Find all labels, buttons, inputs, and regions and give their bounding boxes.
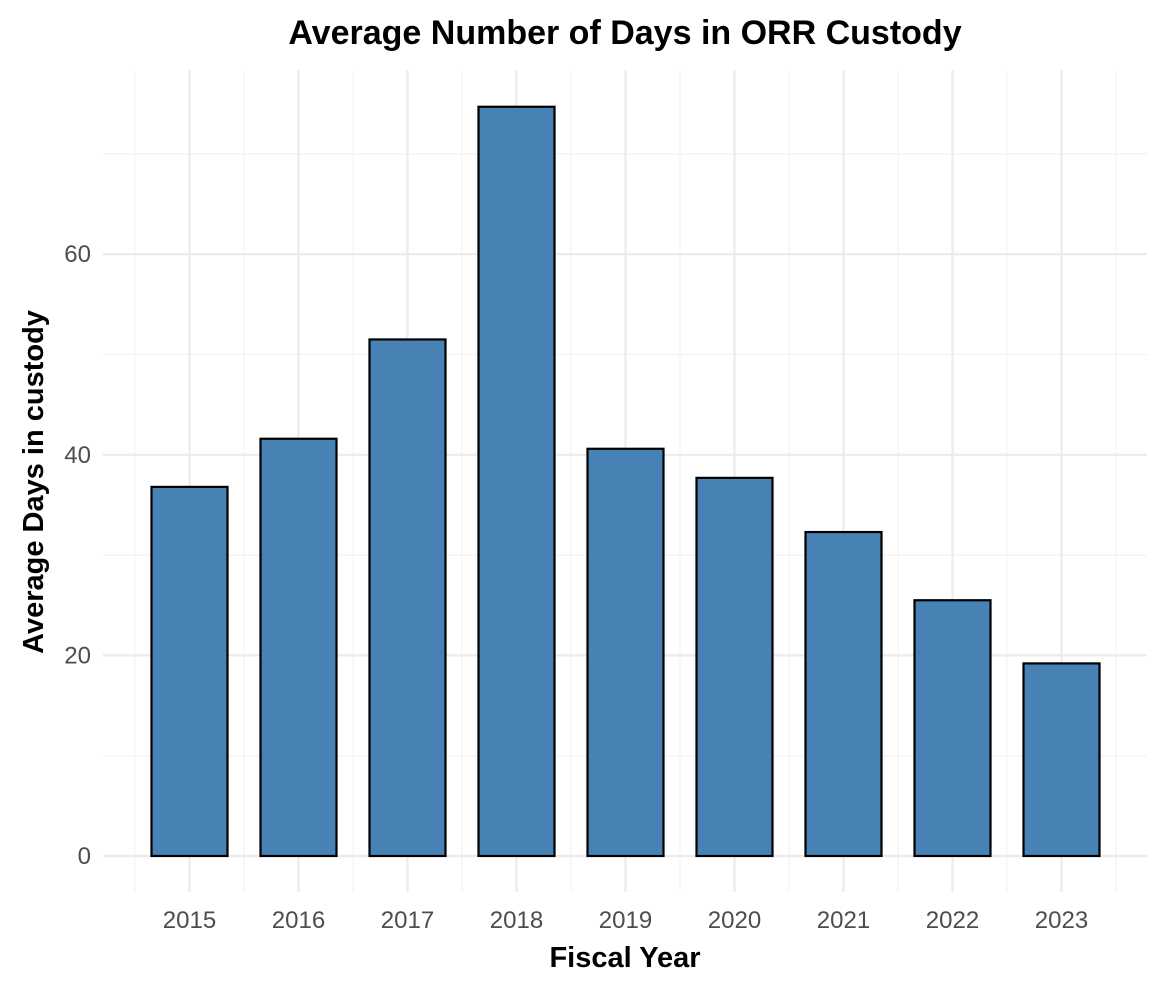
x-tick-label: 2016	[272, 907, 325, 934]
x-tick-label: 2018	[490, 907, 543, 934]
bar-2015	[150, 485, 229, 858]
chart-title: Average Number of Days in ORR Custody	[288, 14, 961, 52]
y-axis-title: Average Days in custody	[18, 310, 50, 654]
bar-2018	[477, 105, 556, 858]
x-axis-title: Fiscal Year	[549, 942, 700, 974]
bar-2017	[368, 338, 447, 858]
bar-2021	[804, 530, 883, 858]
x-tick-label: 2019	[599, 907, 652, 934]
x-tick-label: 2021	[817, 907, 870, 934]
y-tick-label: 20	[64, 642, 91, 669]
y-axis-ticks: 0 20 40 60	[64, 241, 91, 870]
bar-2023	[1022, 662, 1101, 858]
y-tick-label: 60	[64, 241, 91, 268]
x-tick-label: 2022	[926, 907, 979, 934]
bar-2022	[913, 599, 992, 858]
y-tick-label: 0	[78, 843, 91, 870]
y-tick-label: 40	[64, 442, 91, 469]
bar-2016	[259, 437, 338, 858]
bar-2020	[695, 476, 774, 858]
bar-2019	[586, 447, 665, 858]
bars-group	[150, 105, 1101, 858]
x-tick-label: 2020	[708, 907, 761, 934]
x-tick-label: 2017	[381, 907, 434, 934]
x-axis-ticks: 2015 2016 2017 2018 2019 2020 2021 2022 2023	[163, 907, 1088, 934]
x-tick-label: 2015	[163, 907, 216, 934]
x-tick-label: 2023	[1035, 907, 1088, 934]
